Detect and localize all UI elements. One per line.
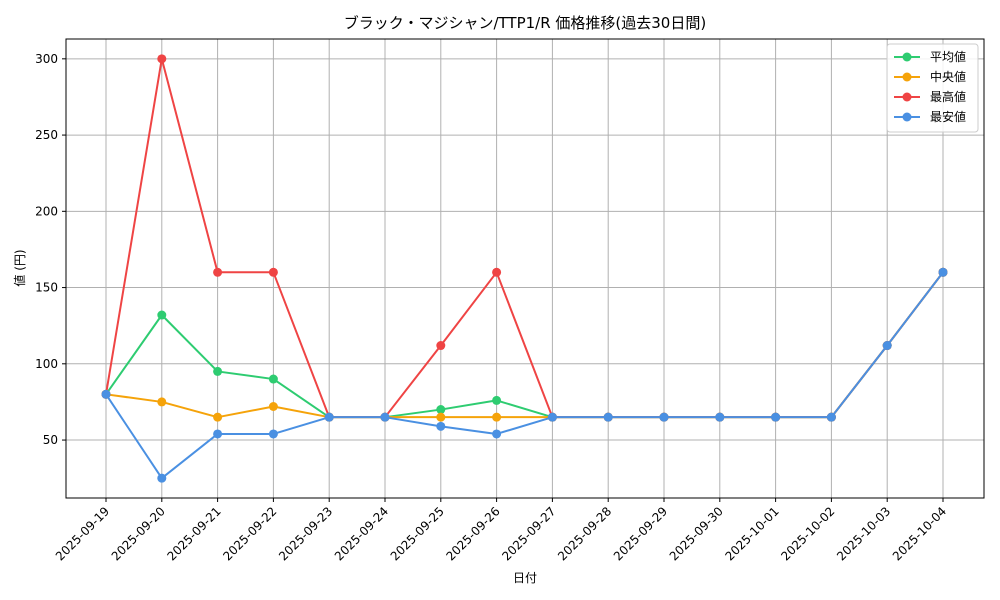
x-tick-label: 2025-10-01 — [723, 504, 782, 563]
legend-swatch-marker — [902, 52, 912, 62]
data-point — [715, 412, 725, 422]
data-point — [268, 267, 278, 277]
data-point — [213, 366, 223, 376]
legend-swatch-marker — [902, 72, 912, 82]
y-tick-label: 300 — [35, 52, 58, 66]
legend-box — [886, 43, 979, 133]
x-tick-label: 2025-09-22 — [220, 504, 279, 563]
legend-item: 最安値 — [894, 109, 966, 124]
axis-layer: 2025-09-192025-09-202025-09-212025-09-22… — [35, 52, 949, 564]
data-point — [436, 341, 446, 351]
legend-label: 平均値 — [930, 49, 966, 64]
series-3 — [101, 54, 948, 422]
chart-title: ブラック・マジシャン/TTP1/R 価格推移(過去30日間) — [344, 14, 706, 32]
x-tick-label: 2025-09-24 — [332, 504, 391, 563]
series-layer — [101, 54, 948, 483]
x-tick-label: 2025-09-25 — [388, 504, 447, 563]
x-tick-label: 2025-09-21 — [165, 504, 224, 563]
series-4 — [101, 267, 948, 483]
x-tick-label: 2025-09-23 — [276, 504, 335, 563]
x-axis-title: 日付 — [513, 571, 537, 585]
legend-label: 最安値 — [930, 109, 966, 124]
y-tick-label: 150 — [35, 281, 58, 295]
legend-item: 最高値 — [894, 89, 966, 104]
data-point — [101, 389, 111, 399]
legend-label: 最高値 — [930, 89, 966, 104]
data-point — [213, 267, 223, 277]
data-point — [771, 412, 781, 422]
data-point — [157, 54, 167, 64]
x-tick-label: 2025-09-19 — [53, 504, 112, 563]
legend-item: 中央値 — [894, 69, 966, 84]
data-point — [436, 405, 446, 415]
data-point — [603, 412, 613, 422]
data-point — [268, 402, 278, 412]
x-tick-label: 2025-10-04 — [890, 504, 949, 563]
x-tick-label: 2025-09-27 — [499, 504, 558, 563]
data-point — [492, 395, 502, 405]
x-tick-label: 2025-09-29 — [611, 504, 670, 563]
data-point — [268, 429, 278, 439]
data-point — [268, 374, 278, 384]
data-point — [492, 412, 502, 422]
data-point — [492, 267, 502, 277]
data-point — [157, 473, 167, 483]
data-point — [324, 412, 334, 422]
grid-layer — [66, 39, 984, 498]
x-tick-label: 2025-10-02 — [778, 504, 837, 563]
plot-frame — [65, 38, 985, 499]
data-point — [380, 412, 390, 422]
data-point — [213, 412, 223, 422]
data-point — [547, 412, 557, 422]
data-point — [659, 412, 669, 422]
data-point — [157, 397, 167, 407]
data-point — [826, 412, 836, 422]
series-line — [105, 271, 944, 480]
y-axis-title: 値 (円) — [12, 249, 27, 286]
legend-label: 中央値 — [930, 69, 966, 84]
x-tick-label: 2025-09-28 — [555, 504, 614, 563]
legend-swatch-marker — [902, 92, 912, 102]
y-tick-label: 50 — [43, 433, 58, 447]
data-point — [157, 310, 167, 320]
x-tick-label: 2025-09-20 — [109, 504, 168, 563]
data-point — [436, 412, 446, 422]
y-tick-label: 250 — [35, 128, 58, 142]
y-tick-label: 200 — [35, 204, 58, 218]
data-point — [213, 429, 223, 439]
x-tick-label: 2025-09-26 — [444, 504, 503, 563]
y-tick-label: 100 — [35, 357, 58, 371]
data-point — [882, 341, 892, 351]
legend-swatch-marker — [902, 112, 912, 122]
data-point — [492, 429, 502, 439]
x-tick-label: 2025-09-30 — [667, 504, 726, 563]
legend-item: 平均値 — [894, 49, 966, 64]
data-point — [436, 421, 446, 431]
x-tick-label: 2025-10-03 — [834, 504, 893, 563]
data-point — [938, 267, 948, 277]
